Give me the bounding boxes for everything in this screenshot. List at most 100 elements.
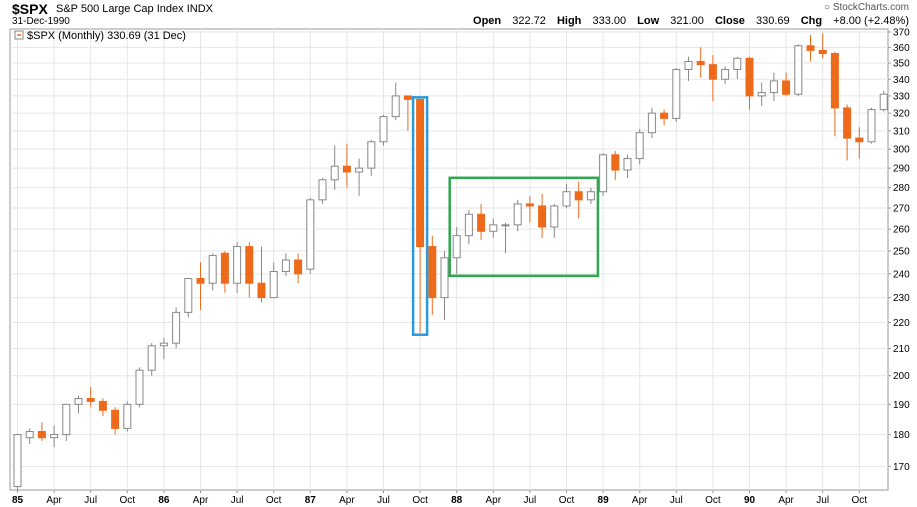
candle-down <box>660 109 669 126</box>
candle-down <box>342 143 351 188</box>
candle-up <box>599 152 608 196</box>
candle-down <box>196 262 205 310</box>
candle-body <box>550 205 559 228</box>
candle-down <box>538 193 547 238</box>
y-tick-label: 370 <box>893 28 910 39</box>
x-tick-label: Jul <box>670 495 683 506</box>
x-tick-label: Jul <box>84 495 97 506</box>
candle-down <box>86 386 95 408</box>
chart-date: 31-Dec-1990 <box>12 16 70 27</box>
y-tick-label: 280 <box>893 183 910 194</box>
x-tick-label: Jul <box>524 495 537 506</box>
candle-down <box>477 203 486 240</box>
candle-up <box>452 226 461 274</box>
candle-up <box>50 425 59 448</box>
candle-up <box>147 343 156 376</box>
x-tick-label: Apr <box>339 495 355 506</box>
brand-logo: ○ StockCharts.com <box>824 2 909 13</box>
candle-down <box>98 398 107 417</box>
candle-body <box>501 224 510 227</box>
candle-body <box>416 98 425 248</box>
candle-body <box>513 203 522 226</box>
candle-up <box>13 434 22 490</box>
candle-up <box>62 403 71 441</box>
candle-down <box>403 95 412 131</box>
candle-body <box>769 80 778 94</box>
candle-body <box>428 246 437 299</box>
highlight-box-green <box>448 176 600 278</box>
candle-body <box>672 68 681 119</box>
candle-body <box>660 112 669 119</box>
candle-up <box>233 242 242 293</box>
candle-up <box>501 222 510 254</box>
candle-body <box>794 45 803 95</box>
candle-body <box>855 137 864 143</box>
candle-body <box>452 235 461 259</box>
x-tick-label: Jul <box>816 495 829 506</box>
candle-up <box>757 82 766 107</box>
candle-up <box>208 253 217 291</box>
y-tick-label: 360 <box>893 43 910 54</box>
candle-up <box>25 428 34 444</box>
candle-up <box>159 337 168 360</box>
y-tick-label: 310 <box>893 126 910 137</box>
x-axis: 85 Apr Jul Oct 86 Apr Jul Oct 87 Apr Jul Oct 88 Apr Ju… <box>12 490 867 506</box>
candle-down <box>830 51 839 137</box>
candle-body <box>684 60 693 70</box>
candle-down <box>294 253 303 284</box>
candle-up <box>623 154 632 178</box>
candle-body <box>281 259 290 273</box>
candle-body <box>25 430 34 439</box>
candle-body <box>98 400 107 411</box>
candle-body <box>13 434 22 488</box>
x-tick-label: Jul <box>231 495 244 506</box>
candle-body <box>538 205 547 228</box>
candle-body <box>477 213 486 232</box>
candle-body <box>611 154 620 171</box>
candle-body <box>440 257 449 299</box>
candle-body <box>721 68 730 80</box>
candle-body <box>62 403 71 436</box>
candle-body <box>696 60 705 66</box>
y-tick-label: 200 <box>893 371 910 382</box>
candle-up <box>123 401 132 432</box>
candle-up <box>794 44 803 96</box>
candle-down <box>416 98 425 333</box>
candle-up <box>318 177 327 204</box>
candle-body <box>647 112 656 134</box>
y-tick-label: 340 <box>893 75 910 86</box>
candle-down <box>745 56 754 110</box>
candle-up <box>550 203 559 238</box>
candle-up <box>355 158 364 196</box>
candle-up <box>733 56 742 80</box>
candle-body <box>489 224 498 232</box>
candle-body <box>318 179 327 201</box>
candle-down <box>428 235 437 315</box>
y-tick-label: 270 <box>893 204 910 215</box>
candle-body <box>220 252 229 284</box>
close-value: 330.69 <box>755 15 790 27</box>
candle-body <box>818 49 827 55</box>
candle-body <box>379 116 388 143</box>
index-title: S&P 500 Large Cap Index <box>56 3 184 15</box>
low-label: Low <box>637 15 660 27</box>
candle-body <box>586 191 595 201</box>
low-value: 321.00 <box>670 15 704 27</box>
y-tick-label: 190 <box>893 400 910 411</box>
grid-lines <box>10 29 888 490</box>
candle-down <box>37 422 46 441</box>
y-tick-label: 300 <box>893 145 910 156</box>
x-tick-label: Oct <box>705 495 721 506</box>
candle-body <box>635 132 644 160</box>
candle-body <box>525 203 534 207</box>
x-tick-label: Apr <box>778 495 794 506</box>
candle-up <box>306 197 315 274</box>
candle-down <box>806 35 815 62</box>
candle-body <box>757 92 766 97</box>
candle-body <box>733 57 742 70</box>
candle-body <box>135 369 144 405</box>
high-value: 333.00 <box>592 15 627 27</box>
chg-value: +8.00 (+2.48%) <box>833 15 909 27</box>
candle-down <box>220 251 229 293</box>
candle-body <box>86 398 95 402</box>
